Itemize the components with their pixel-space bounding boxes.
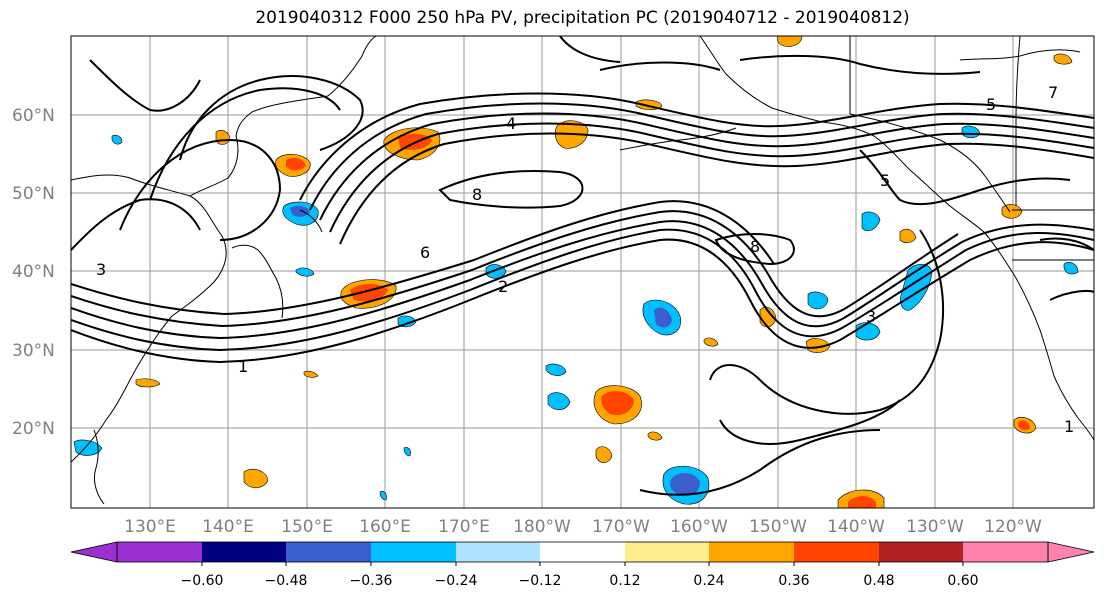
contour-label-8: 8 (750, 237, 760, 256)
lon-label-160e: 160°E (359, 517, 411, 537)
longitude-labels: 130°E 140°E 150°E 160°E 170°E 180°W 170°… (124, 517, 1042, 537)
lon-label-160w: 160°W (670, 517, 728, 537)
lon-label-120w: 120°W (984, 517, 1042, 537)
lat-label-50n: 50°N (12, 184, 55, 204)
contour-label-3: 3 (866, 307, 876, 326)
map-frame (70, 35, 1095, 509)
colorbar-swatch (286, 542, 371, 562)
lon-label-130e: 130°E (124, 517, 176, 537)
lat-label-30n: 30°N (12, 341, 55, 361)
map-title: 2019040312 F000 250 hPa PV, precipitatio… (255, 8, 910, 28)
colorbar-tick: −0.12 (519, 573, 562, 589)
lon-label-140w: 140°W (827, 517, 885, 537)
colorbar-swatch (709, 542, 794, 562)
colorbar-tick: −0.48 (265, 573, 308, 589)
contour-label-8b: 8 (472, 185, 482, 204)
colorbar-swatch (202, 542, 286, 562)
colorbar-swatch (625, 542, 709, 562)
colorbar-tick: 0.60 (947, 573, 978, 589)
colorbar-tick: 0.36 (778, 573, 809, 589)
colorbar-swatch (456, 542, 540, 562)
colorbar-swatch (117, 542, 202, 562)
contour-label-2: 2 (498, 277, 508, 296)
pv-contours (71, 36, 1094, 496)
colorbar-tick: −0.60 (181, 573, 224, 589)
contour-label-6: 6 (420, 243, 430, 262)
lon-label-150e: 150°E (281, 517, 333, 537)
lon-label-130w: 130°W (906, 517, 964, 537)
contour-labels: 1 2 3 4 5 6 7 8 8 5 1 3 (96, 83, 1074, 436)
precip-patches (73, 36, 1079, 508)
lon-label-150w: 150°W (749, 517, 807, 537)
colorbar: −0.60 −0.48 −0.36 −0.24 −0.12 0.12 0.24 … (70, 541, 1095, 589)
colorbar-tick: 0.12 (609, 573, 640, 589)
contour-label-7: 7 (1048, 83, 1058, 102)
map-panel: 1 2 3 4 5 6 7 8 8 5 1 3 (71, 36, 1094, 508)
colorbar-tick: −0.24 (435, 573, 478, 589)
colorbar-extend-min (70, 541, 118, 563)
colorbar-tick: −0.36 (350, 573, 393, 589)
lon-label-170e: 170°E (438, 517, 490, 537)
colorbar-swatch (963, 542, 1048, 562)
lon-label-180w: 180°W (513, 517, 571, 537)
latitude-labels: 60°N 50°N 40°N 30°N 20°N (12, 106, 55, 439)
colorbar-swatch (540, 542, 625, 562)
contour-label-4: 4 (506, 114, 516, 133)
lat-label-20n: 20°N (12, 419, 55, 439)
contour-label-1b: 1 (1064, 417, 1074, 436)
colorbar-tick: 0.24 (693, 573, 724, 589)
colorbar-swatch (371, 542, 456, 562)
colorbar-frame (116, 541, 1049, 563)
lat-label-60n: 60°N (12, 106, 55, 126)
colorbar-swatch (879, 542, 963, 562)
lat-label-40n: 40°N (12, 262, 55, 282)
contour-label-1: 1 (238, 357, 248, 376)
contour-label-3b: 3 (96, 260, 106, 279)
contour-label-5b: 5 (880, 171, 890, 190)
colorbar-tick: 0.48 (863, 573, 894, 589)
contour-label-5: 5 (986, 95, 996, 114)
colorbar-extend-max (1047, 541, 1095, 563)
lon-label-140e: 140°E (202, 517, 254, 537)
lon-label-170w: 170°W (592, 517, 650, 537)
colorbar-swatch (794, 542, 879, 562)
coastlines (71, 36, 1094, 505)
